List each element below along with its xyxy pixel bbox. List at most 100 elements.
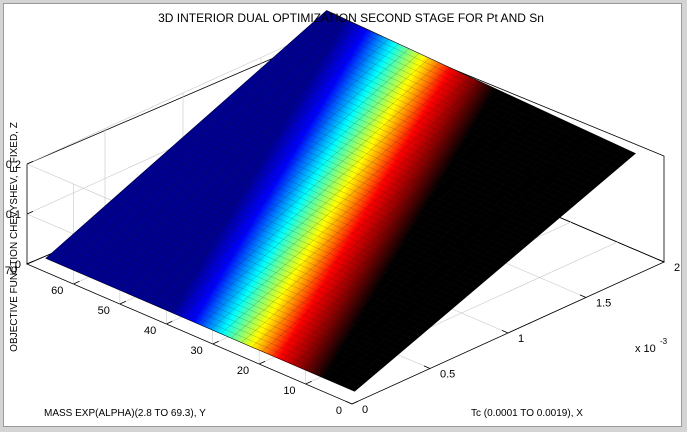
mesh-line <box>232 92 542 233</box>
z-tick-label: 0 <box>15 259 21 271</box>
mesh-line <box>209 113 519 253</box>
surface-mesh <box>50 14 631 388</box>
y-tick-labels: 0 10 20 30 40 50 60 70 <box>5 265 342 417</box>
z-tick <box>26 211 34 215</box>
mesh-line <box>261 110 543 352</box>
z-tick-labels: 0 0.1 0.2 <box>6 159 21 271</box>
x-tick-labels: 0 0.5 1 1.5 2 <box>362 262 680 416</box>
mesh-line <box>138 53 420 299</box>
mesh-line <box>313 134 595 374</box>
mesh-line <box>162 154 472 293</box>
mesh-line <box>167 150 477 289</box>
axis-ticks <box>26 161 665 405</box>
y-tick <box>26 260 34 265</box>
mesh-line <box>279 51 589 194</box>
mesh-line <box>214 109 524 249</box>
mesh-line <box>148 167 458 305</box>
x-tick-label: 1.5 <box>596 298 611 310</box>
mesh-line <box>251 76 561 218</box>
mesh-line <box>210 86 492 330</box>
y-tick <box>166 320 173 325</box>
mesh-line <box>265 64 575 206</box>
mesh-line <box>303 30 613 174</box>
x-tick-label: 2 <box>674 262 680 274</box>
mesh-line <box>111 200 421 336</box>
mesh-line <box>56 15 338 263</box>
mesh-line <box>87 220 397 356</box>
mesh-line <box>321 14 631 158</box>
mesh-line <box>251 105 533 348</box>
x-tick <box>501 330 509 334</box>
mesh-line <box>272 115 554 356</box>
z-tick-label: 0.1 <box>6 209 21 221</box>
mesh-line <box>76 24 358 272</box>
x-tick <box>423 365 431 369</box>
y-tick-label: 30 <box>190 345 202 357</box>
mesh-line <box>101 208 411 344</box>
mesh-line <box>50 254 360 388</box>
y-tick <box>73 280 80 285</box>
mesh-line <box>128 48 410 294</box>
mesh-line <box>223 101 533 241</box>
mesh-line <box>64 241 374 376</box>
x-tick <box>657 259 665 263</box>
mesh-line <box>256 72 566 214</box>
chart-title: 3D INTERIOR DUAL OPTIMIZATION SECOND STA… <box>158 11 544 25</box>
y-tick-label: 0 <box>336 405 342 417</box>
x-axis-multiplier-exponent: -3 <box>660 337 668 346</box>
surface-patch <box>45 10 636 392</box>
mesh-line <box>333 143 615 383</box>
mesh-line <box>117 43 399 290</box>
x-tick-label: 0 <box>362 404 368 416</box>
mesh-line <box>153 163 463 301</box>
y-tick <box>212 340 219 345</box>
y-tick <box>351 400 359 405</box>
y-tick-label: 10 <box>283 385 295 397</box>
z-tick-label: 0.2 <box>6 159 21 171</box>
mesh-line <box>134 179 444 317</box>
mesh-line <box>186 134 496 273</box>
y-tick <box>305 380 312 385</box>
y-tick-label: 50 <box>98 305 110 317</box>
mesh-line <box>179 72 461 317</box>
mesh-line <box>181 138 491 277</box>
mesh-line <box>144 171 453 309</box>
mesh-line <box>169 67 451 312</box>
mesh-line <box>86 29 368 277</box>
x-axis-label: Tc (0.0001 TO 0.0019), X <box>471 408 583 419</box>
mesh-line <box>106 204 416 340</box>
mesh-line <box>115 196 425 333</box>
mesh-line <box>237 88 547 229</box>
mesh-line <box>242 84 552 225</box>
mesh-line <box>158 159 467 297</box>
mesh-line <box>83 225 393 360</box>
mesh-line <box>148 58 430 303</box>
y-tick-label: 40 <box>144 325 156 337</box>
mesh-line <box>292 124 574 365</box>
surface-edge <box>45 10 636 392</box>
mesh-line <box>230 96 513 339</box>
mesh-line <box>158 62 440 308</box>
mesh-line <box>139 175 449 313</box>
mesh-line <box>307 26 617 170</box>
mesh-line <box>73 233 383 368</box>
mesh-line <box>130 183 439 321</box>
mesh-line <box>312 22 622 166</box>
y-tick-label: 70 <box>5 265 17 277</box>
mesh-line <box>303 129 585 370</box>
mesh-line <box>92 216 402 352</box>
mesh-line <box>282 120 564 361</box>
mesh-line <box>204 117 514 257</box>
surface <box>45 10 636 392</box>
mesh-line <box>270 59 580 202</box>
mesh-line <box>66 19 348 268</box>
y-tick <box>119 300 127 305</box>
z-tick <box>26 161 34 165</box>
mesh-line <box>55 249 365 384</box>
mesh-line <box>344 148 626 388</box>
mesh-line <box>241 100 523 343</box>
y-axis-label: MASS EXP(ALPHA)(2.8 TO 69.3), Y <box>44 408 206 419</box>
mesh-line <box>69 237 379 372</box>
x-tick-label: 1 <box>518 333 524 345</box>
